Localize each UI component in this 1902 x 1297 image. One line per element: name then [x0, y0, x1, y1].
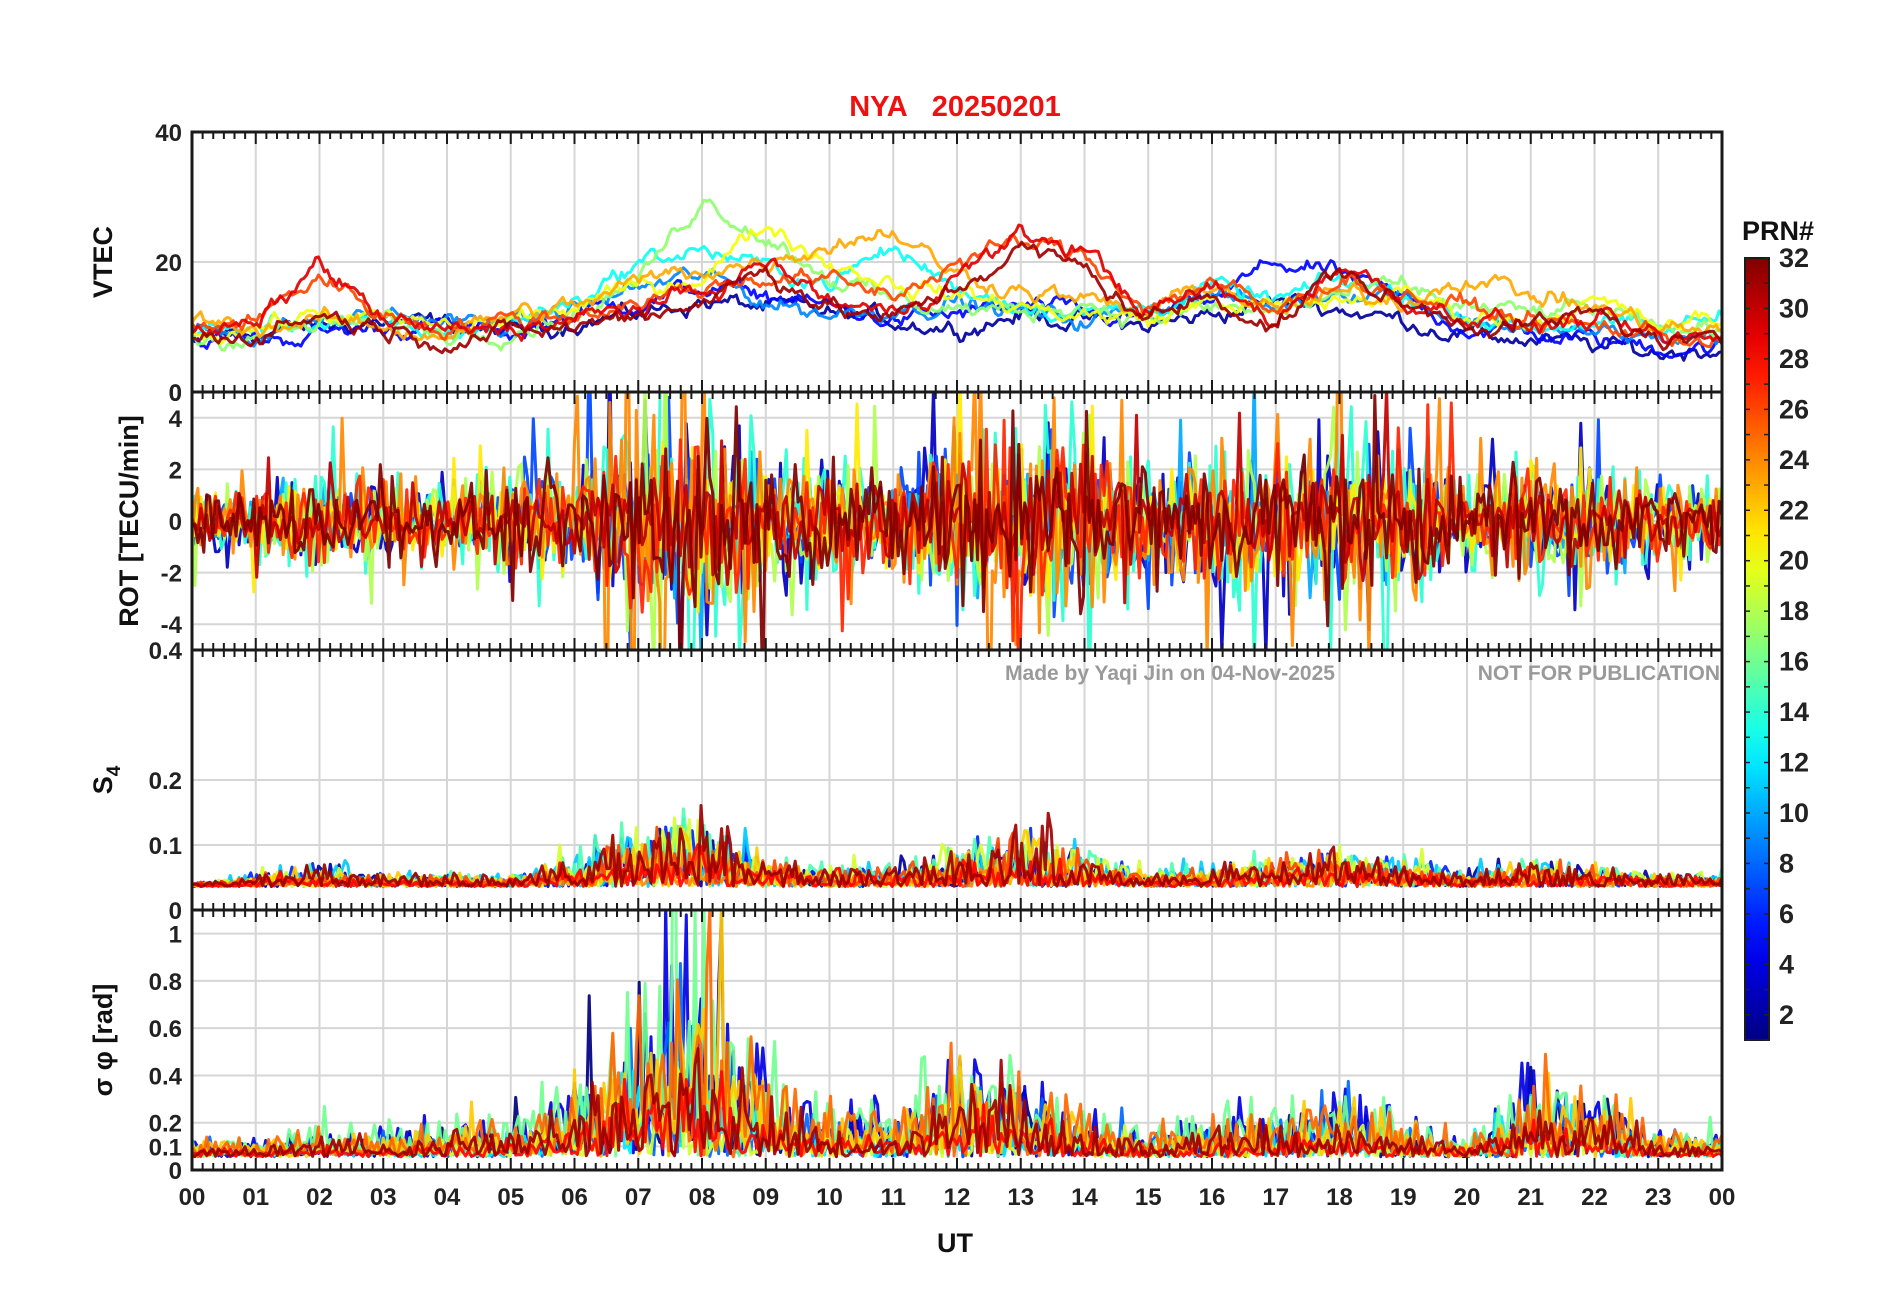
rot-ytick-label: 2 [169, 457, 182, 484]
rot-ytick-label: 0 [169, 509, 182, 536]
rot-series-prn-32 [192, 394, 1722, 650]
chart-title-station: NYA [849, 91, 908, 123]
xtick-label-18: 18 [1326, 1184, 1353, 1211]
colorbar-tick-label-6: 6 [1779, 899, 1794, 929]
vtec-ylabel: VTEC [88, 226, 118, 298]
xtick-label-8: 08 [689, 1184, 716, 1211]
vtec-series-prn-29 [192, 223, 1722, 345]
chart-title: NYA 20250201 [849, 91, 1061, 123]
colorbar-tick-label-8: 8 [1779, 848, 1794, 878]
colorbar-tick-label-24: 24 [1779, 445, 1809, 475]
xtick-label-20: 20 [1454, 1184, 1481, 1211]
xtick-label-13: 13 [1007, 1184, 1034, 1211]
sigphi-ylabel: σ φ [rad] [88, 984, 118, 1097]
vtec-series-prn-31 [192, 240, 1722, 355]
s4-ylabel: S4 [88, 765, 125, 794]
xtick-label-16: 16 [1199, 1184, 1226, 1211]
sigphi-series-prn-31 [192, 1047, 1722, 1159]
watermark-made-by: Made by Yaqi Jin on 04-Nov-2025 [1005, 662, 1335, 685]
rot-series-group [192, 392, 1722, 650]
rot-ytick-label: 4 [169, 406, 183, 433]
rot-ylabel: ROT [TECU/min] [114, 415, 144, 626]
sigphi-ytick-label: 0.2 [149, 1111, 182, 1138]
x-axis-label: UT [937, 1228, 973, 1258]
s4-ytick-label: 0.2 [149, 768, 182, 795]
vtec-series-prn-26 [192, 232, 1722, 349]
panel-sigphi: 00.10.2 0.4 0.6 0.8 1 σ φ [rad] [88, 908, 1724, 1185]
xtick-label-6: 06 [561, 1184, 588, 1211]
vtec-series-prn-5 [192, 259, 1722, 359]
xtick-label-5: 05 [497, 1184, 524, 1211]
sigphi-ytick-label: 0.6 [149, 1016, 182, 1043]
chart-title-date: 20250201 [932, 91, 1061, 123]
xtick-label-9: 09 [752, 1184, 779, 1211]
xtick-label-11: 11 [881, 1184, 906, 1211]
s4-series-prn-31 [192, 804, 1722, 889]
rot-ytick-label: -4 [161, 612, 183, 639]
vtec-ytick-label: 0 [169, 380, 182, 407]
rot-series-prn-30 [192, 392, 1722, 605]
s4-ytick-top-label: 0.4 [149, 638, 183, 665]
sigphi-ytick-label: 0.8 [149, 969, 182, 996]
xtick-label-4: 04 [434, 1184, 461, 1211]
colorbar-tick-label-30: 30 [1779, 293, 1809, 323]
xtick-label-17: 17 [1262, 1184, 1289, 1211]
colorbar-tick-label-32: 32 [1779, 243, 1809, 273]
xtick-label-21: 21 [1517, 1184, 1544, 1211]
panel-s4: 0 0.1 0.2 0.4 S4 [88, 638, 1724, 925]
colorbar-tick-label-18: 18 [1779, 596, 1809, 626]
colorbar-tick-label-28: 28 [1779, 344, 1809, 374]
xtick-label-15: 15 [1135, 1184, 1162, 1211]
colorbar-tick-label-4: 4 [1779, 949, 1794, 979]
colorbar-tick-label-10: 10 [1779, 798, 1809, 828]
colorbar-tick-label-14: 14 [1779, 697, 1809, 727]
vtec-series-group [192, 198, 1722, 362]
s4-series-group [192, 804, 1722, 889]
xtick-label-24: 00 [1709, 1184, 1736, 1211]
colorbar-tick-label-12: 12 [1779, 748, 1809, 778]
sigphi-ytick-label: 0.1 [149, 1134, 182, 1161]
vtec-ytick-label: 20 [155, 250, 182, 277]
s4-ytick-label: 0.1 [149, 833, 182, 860]
xtick-label-22: 22 [1581, 1184, 1608, 1211]
sigphi-ytick-label: 1 [169, 922, 182, 949]
xtick-label-23: 23 [1645, 1184, 1672, 1211]
x-axis: 00 01 02 03 04 05 06 07 08 09 10 11 12 13 14 15 16 17 18 19… [179, 1184, 1736, 1211]
colorbar-tick-label-26: 26 [1779, 394, 1809, 424]
colorbar-tick-label-22: 22 [1779, 495, 1809, 525]
panel-vtec: 0 20 40 VTEC [88, 120, 1724, 407]
rot-ytick-label: -2 [161, 561, 182, 588]
colorbar-label: PRN# [1742, 216, 1814, 246]
colorbar-tick-label-20: 20 [1779, 546, 1809, 576]
colorbar-tick-label-16: 16 [1779, 647, 1809, 677]
colorbar-tick-label-2: 2 [1779, 1000, 1794, 1030]
xtick-label-19: 19 [1390, 1184, 1417, 1211]
xtick-label-14: 14 [1071, 1184, 1098, 1211]
sigphi-ytick-label: 0.4 [149, 1063, 183, 1090]
s4-ytick-label: 0 [169, 898, 182, 925]
colorbar-scale [1744, 257, 1770, 1041]
watermark-not-for-publication: NOT FOR PUBLICATION [1478, 662, 1720, 685]
xtick-label-7: 07 [625, 1184, 652, 1211]
xtick-label-10: 10 [816, 1184, 843, 1211]
sigphi-ytick-label: 0 [169, 1158, 182, 1185]
sigphi-series-group [192, 910, 1722, 1159]
xtick-label-2: 02 [306, 1184, 333, 1211]
xtick-label-3: 03 [370, 1184, 397, 1211]
xtick-label-0: 00 [179, 1184, 206, 1211]
xtick-label-12: 12 [944, 1184, 971, 1211]
rot-ytick-top-label: 0 [169, 380, 182, 407]
xtick-label-1: 01 [242, 1184, 269, 1211]
vtec-ytick-label: 40 [155, 120, 182, 147]
